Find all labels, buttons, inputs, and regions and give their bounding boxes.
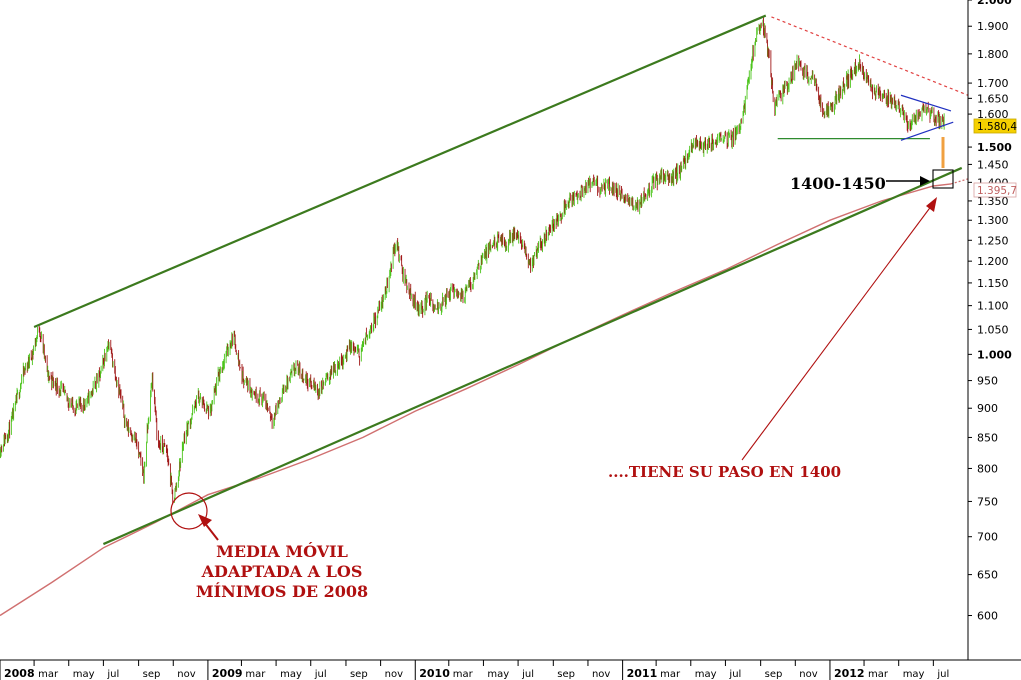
range-arrow-head <box>920 176 930 186</box>
y-tick-label: 1.250 <box>977 234 1009 247</box>
y-tick-label: 1.600 <box>977 108 1009 121</box>
lows-circle <box>170 492 208 530</box>
y-tick-label: 700 <box>977 531 998 544</box>
x-tick-label: jul <box>728 669 741 680</box>
x-tick-label: mar <box>245 669 266 680</box>
y-tick-label: 1.000 <box>977 348 1012 361</box>
x-axis: 2008 mar may jul sep nov 2009 mar may jul sep nov 20… <box>0 659 1021 680</box>
lower-channel-line <box>102 166 963 546</box>
y-tick-label: 650 <box>977 569 998 582</box>
target-box <box>932 169 954 189</box>
media-arrow-head <box>198 514 212 527</box>
y-tick-label: 1.350 <box>977 195 1009 208</box>
y-tick-label: 1.050 <box>977 323 1009 336</box>
annotation-range: 1400-1450 <box>790 174 886 193</box>
x-tick-label: jul <box>106 669 119 680</box>
y-axis: 2.000 1.900 1.800 1.700 1.650 1.600 1.500 1.450… <box>967 0 1012 660</box>
y-tick-label: 1.200 <box>977 255 1009 268</box>
annotation-media-2: ADAPTADA A LOS <box>201 562 363 581</box>
annotation-marks <box>170 137 954 541</box>
x-tick-label: may <box>903 669 925 680</box>
annotation-paso: ....TIENE SU PASO EN 1400 <box>608 463 841 481</box>
last-price-badge <box>973 118 1017 134</box>
x-tick-label: sep <box>765 669 783 680</box>
x-tick-label: nov <box>385 669 403 680</box>
x-tick-label: may <box>487 669 509 680</box>
x-tick-label: 2010 <box>419 667 450 680</box>
x-tick-label: sep <box>350 669 368 680</box>
x-tick-label: may <box>280 669 302 680</box>
x-tick-label: sep <box>557 669 575 680</box>
y-tick-label: 1.100 <box>977 300 1009 313</box>
x-tick-label: jul <box>521 669 534 680</box>
x-tick-label: 2009 <box>212 667 243 680</box>
y-tick-label: 600 <box>977 610 998 623</box>
y-tick-label: 2.000 <box>977 0 1012 7</box>
y-tick-label: 1.150 <box>977 277 1009 290</box>
y-tick-label: 1.650 <box>977 92 1009 105</box>
trendlines-layer <box>33 14 969 546</box>
triangle-bottom-line <box>900 121 954 141</box>
y-tick-label: 1.300 <box>977 214 1009 227</box>
paso-arrow-line <box>741 204 933 461</box>
x-tick-label: mar <box>38 669 59 680</box>
resistance-dashed-line <box>771 16 969 96</box>
y-tick-label: 1.800 <box>977 48 1009 61</box>
y-tick-label: 800 <box>977 462 998 475</box>
x-tick-label: sep <box>143 669 161 680</box>
x-tick-label: jul <box>314 669 327 680</box>
candles-layer <box>0 17 945 505</box>
ma-value-label: 1.395,7 <box>977 185 1017 197</box>
triangle-top-line <box>900 94 952 112</box>
y-tick-label: 1.700 <box>977 77 1009 90</box>
y-tick-label: 950 <box>977 375 998 388</box>
x-tick-label: 2011 <box>627 667 658 680</box>
x-tick-label: nov <box>177 669 195 680</box>
y-tick-label: 1.500 <box>977 141 1012 154</box>
y-tick-label: 900 <box>977 402 998 415</box>
y-tick-label: 750 <box>977 495 998 508</box>
x-tick-label: 2008 <box>4 667 35 680</box>
x-tick-label: mar <box>660 669 681 680</box>
x-tick-label: mar <box>868 669 889 680</box>
x-tick-label: may <box>73 669 95 680</box>
upper-channel-line <box>33 14 767 329</box>
annotation-media-3: MÍNIMOS DE 2008 <box>196 581 368 601</box>
x-tick-label: nov <box>799 669 817 680</box>
x-tick-label: nov <box>592 669 610 680</box>
media-arrow-line <box>203 521 219 541</box>
x-tick-label: mar <box>453 669 474 680</box>
y-tick-label: 850 <box>977 431 998 444</box>
x-tick-label: jul <box>936 669 949 680</box>
annotation-media-1: MEDIA MÓVIL <box>216 541 348 561</box>
y-tick-label: 1.900 <box>977 20 1009 33</box>
last-price-label: 1.580,4 <box>977 121 1017 133</box>
x-tick-label: may <box>695 669 717 680</box>
paso-arrow-head <box>926 197 937 212</box>
moving-average-extension <box>950 178 969 185</box>
x-tick-label: 2012 <box>834 667 865 680</box>
y-tick-label: 1.450 <box>977 158 1009 171</box>
ma-value-badge <box>973 182 1017 198</box>
